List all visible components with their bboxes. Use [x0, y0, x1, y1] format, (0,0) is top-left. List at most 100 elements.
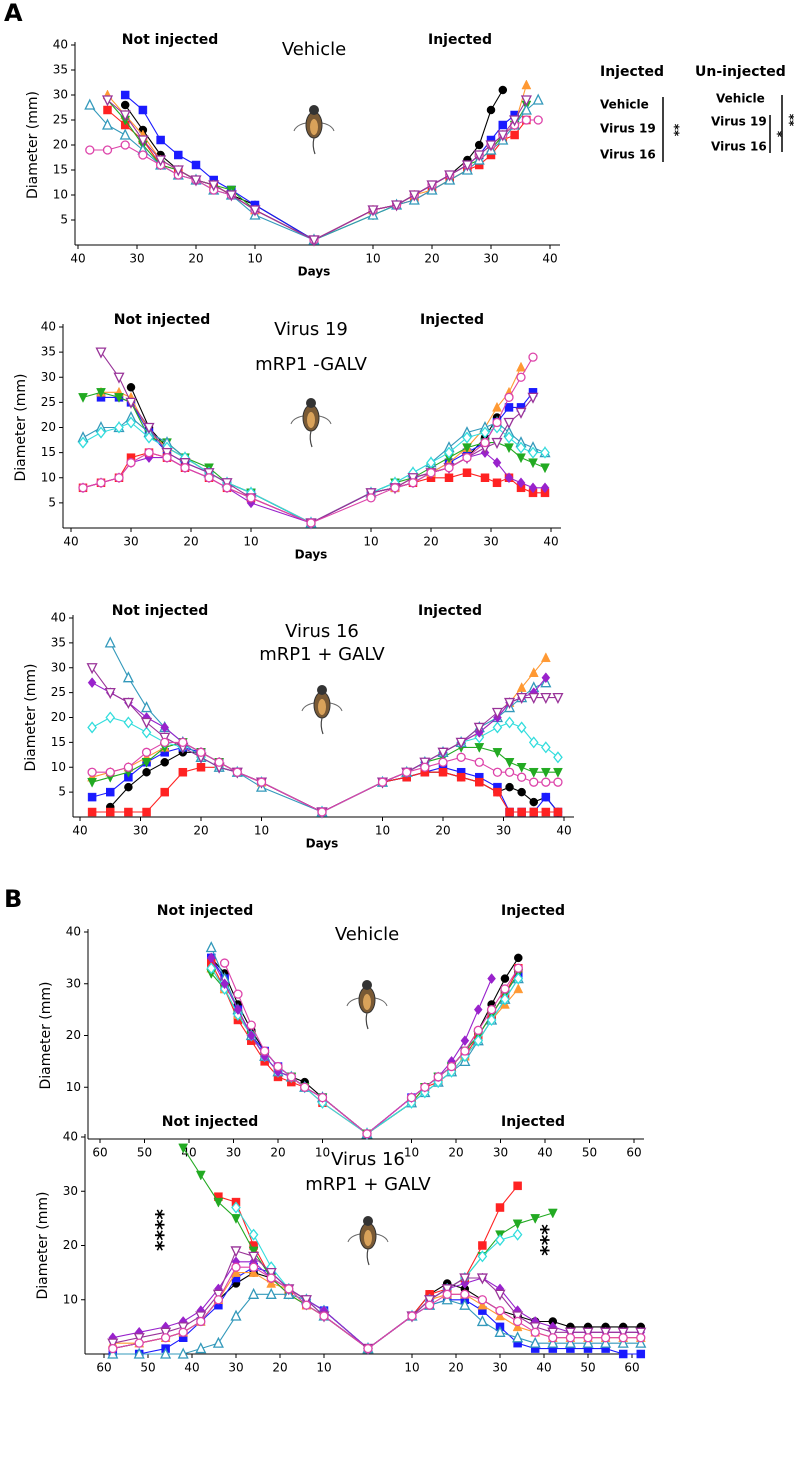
- data-point: [547, 1327, 559, 1339]
- data-point: [138, 150, 148, 160]
- series-line: [124, 94, 315, 241]
- data-point: [126, 416, 136, 429]
- data-point: [446, 1061, 457, 1072]
- data-point: [195, 1342, 207, 1354]
- data-point: [102, 145, 113, 155]
- y-axis-label: Diameter (mm): [25, 91, 41, 199]
- data-point: [540, 692, 552, 705]
- series: [108, 1262, 373, 1354]
- data-point: [528, 692, 540, 705]
- data-point: [248, 1262, 259, 1272]
- data-point: [206, 962, 217, 975]
- data-point: [512, 1311, 524, 1323]
- data-point: [222, 483, 232, 493]
- series-line: [366, 957, 519, 1135]
- y-tick-label: 25: [41, 395, 56, 409]
- data-point: [528, 736, 539, 749]
- y-tick-label: 30: [41, 370, 56, 384]
- series: [306, 388, 538, 528]
- data-point: [308, 235, 320, 247]
- data-point: [205, 941, 217, 953]
- data-point: [473, 1034, 484, 1047]
- data-point: [512, 1228, 523, 1241]
- series-line: [224, 962, 368, 1135]
- data-point: [516, 692, 528, 705]
- data-point: [500, 974, 510, 983]
- y-tick-label: 20: [66, 1028, 81, 1042]
- icon-arm: [301, 702, 343, 712]
- data-point: [617, 1327, 629, 1339]
- data-point: [190, 175, 202, 187]
- data-point: [512, 1316, 523, 1327]
- data-point: [462, 431, 472, 444]
- data-point: [444, 170, 456, 182]
- data-point: [635, 1327, 647, 1339]
- y-tick-label: 30: [66, 976, 81, 990]
- series-line: [313, 89, 504, 241]
- data-point: [517, 772, 527, 782]
- data-point: [456, 772, 466, 782]
- data-point: [480, 426, 490, 439]
- data-point: [78, 436, 88, 449]
- data-point: [232, 767, 242, 777]
- x-tick-label: 30: [483, 252, 498, 266]
- series: [207, 953, 372, 1139]
- series: [362, 969, 523, 1139]
- data-point: [521, 115, 532, 125]
- data-point: [160, 1327, 172, 1339]
- panel-title: Injected: [418, 603, 482, 619]
- data-point: [529, 1336, 541, 1348]
- data-point: [230, 1309, 242, 1321]
- data-point: [191, 160, 201, 170]
- data-point: [475, 777, 484, 787]
- y-axis-label: Diameter (mm): [23, 663, 39, 771]
- data-point: [125, 397, 137, 409]
- y-tick-label: 40: [41, 320, 56, 334]
- data-point: [406, 1092, 417, 1103]
- data-point: [486, 1013, 497, 1027]
- y-axis-label: Diameter (mm): [35, 1191, 51, 1299]
- x-tick-label: 20: [188, 252, 203, 266]
- series: [316, 676, 552, 817]
- data-point: [456, 752, 466, 762]
- data-point: [266, 1273, 276, 1283]
- series: [126, 383, 316, 528]
- data-point: [528, 482, 538, 494]
- series-line: [107, 99, 315, 241]
- data-point: [142, 767, 151, 777]
- significance-mark: **: [668, 124, 682, 137]
- data-point: [528, 667, 539, 677]
- data-point: [504, 716, 515, 729]
- data-point: [540, 767, 551, 778]
- y-tick-label: 20: [51, 710, 66, 724]
- data-point: [178, 1327, 188, 1337]
- data-point: [141, 747, 152, 757]
- data-point: [122, 697, 134, 710]
- x-tick-label: 10: [404, 1146, 419, 1160]
- data-point: [286, 1072, 297, 1082]
- data-point: [527, 392, 539, 404]
- data-point: [504, 443, 514, 454]
- legend-title: Injected: [600, 64, 664, 80]
- mouse-icon: [290, 398, 332, 448]
- data-point: [553, 767, 563, 778]
- series: [308, 93, 544, 245]
- icon-tail: [309, 430, 313, 448]
- data-point: [530, 1214, 541, 1224]
- data-point: [564, 1327, 576, 1339]
- series: [317, 672, 551, 818]
- data-point: [246, 1030, 256, 1041]
- data-point: [441, 1284, 453, 1296]
- icon-tail: [320, 717, 324, 735]
- series: [362, 953, 523, 1139]
- mouse-icon: [293, 105, 335, 155]
- x-tick-label: 20: [424, 252, 439, 266]
- data-point: [225, 190, 237, 202]
- series-line: [366, 967, 519, 1135]
- data-point: [516, 763, 527, 773]
- data-point: [133, 1333, 145, 1345]
- data-point: [492, 767, 503, 777]
- data-point: [108, 1343, 118, 1354]
- data-point: [618, 1349, 628, 1359]
